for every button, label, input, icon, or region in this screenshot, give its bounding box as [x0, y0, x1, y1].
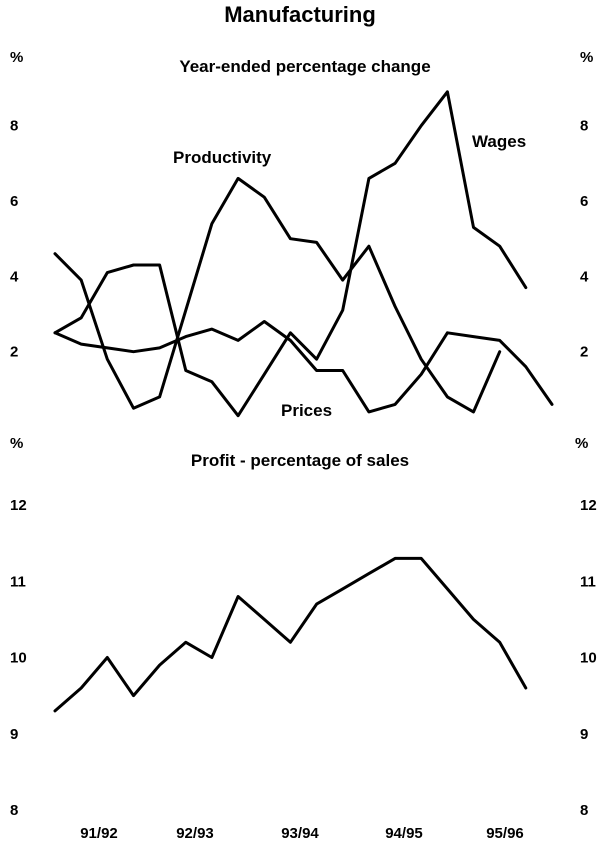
top-y-tick-left: 2: [10, 344, 18, 361]
bottom-y-tick-left: 11: [10, 573, 26, 590]
chart-title: Manufacturing: [224, 2, 376, 27]
x-tick-label: 92/93: [176, 825, 214, 842]
top-y-ticks-right: 2 4 6 8: [580, 118, 589, 361]
top-subtitle: Year-ended percentage change: [179, 57, 430, 76]
bottom-y-tick-right: 9: [580, 726, 588, 743]
bottom-y-tick-left: 10: [10, 650, 27, 667]
top-unit-right: %: [580, 49, 593, 66]
top-y-tick-right: 4: [580, 268, 589, 285]
x-tick-label: 95/96: [486, 825, 524, 842]
x-tick-label: 93/94: [281, 825, 319, 842]
bottom-y-tick-right: 11: [580, 573, 596, 590]
series-label-productivity: Productivity: [173, 148, 272, 167]
top-y-tick-left: 6: [10, 193, 18, 210]
bottom-y-ticks-right: 8 9 10 11 12: [580, 497, 597, 819]
bottom-y-tick-right: 10: [580, 650, 597, 667]
top-line-wages: [53, 90, 528, 418]
top-y-tick-right: 2: [580, 344, 588, 361]
top-y-tick-left: 8: [10, 118, 18, 135]
bottom-y-ticks-left: 8 9 10 11 12: [10, 497, 27, 819]
bottom-y-tick-left: 9: [10, 726, 18, 743]
x-tick-labels: 91/92 92/93 93/94 94/95 95/96: [80, 825, 524, 842]
bottom-unit-left: %: [10, 435, 23, 452]
bottom-y-tick-right: 12: [580, 497, 597, 514]
bottom-subtitle: Profit - percentage of sales: [191, 451, 409, 470]
bottom-y-tick-right: 8: [580, 802, 588, 819]
bottom-unit-right: %: [575, 435, 588, 452]
x-tick-label: 91/92: [80, 825, 118, 842]
top-series-lines: [53, 90, 554, 418]
bottom-y-tick-left: 8: [10, 802, 18, 819]
bottom-line-series-0: [53, 556, 528, 713]
top-y-ticks-left: 2 4 6 8: [10, 118, 19, 361]
top-y-tick-left: 4: [10, 268, 19, 285]
top-y-tick-right: 8: [580, 118, 588, 135]
top-unit-left: %: [10, 49, 23, 66]
top-y-tick-right: 6: [580, 193, 588, 210]
top-line-productivity: [53, 176, 502, 414]
series-label-wages: Wages: [472, 132, 526, 151]
top-line-prices: [53, 320, 554, 414]
bottom-series-lines: [53, 556, 528, 713]
series-label-prices: Prices: [281, 401, 332, 420]
bottom-y-tick-left: 12: [10, 497, 27, 514]
x-tick-label: 94/95: [385, 825, 423, 842]
